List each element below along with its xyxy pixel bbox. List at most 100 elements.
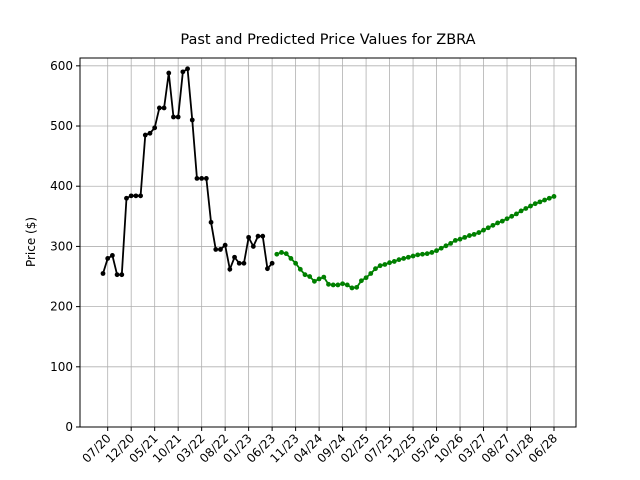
point bbox=[213, 247, 219, 252]
point bbox=[528, 203, 533, 209]
point bbox=[377, 263, 383, 269]
point bbox=[481, 227, 486, 233]
point bbox=[175, 114, 181, 120]
point bbox=[236, 260, 242, 266]
point bbox=[105, 256, 111, 261]
point bbox=[246, 234, 252, 240]
point bbox=[208, 219, 214, 225]
point bbox=[499, 218, 505, 224]
y-tick-label: 500 bbox=[50, 119, 73, 133]
point bbox=[232, 254, 237, 260]
point bbox=[199, 175, 205, 181]
point bbox=[452, 237, 458, 243]
point bbox=[509, 213, 515, 219]
point bbox=[265, 266, 270, 272]
point bbox=[495, 220, 501, 226]
point bbox=[269, 260, 275, 266]
point bbox=[194, 175, 200, 181]
point bbox=[119, 272, 125, 278]
point bbox=[128, 193, 134, 199]
point bbox=[396, 257, 402, 263]
point bbox=[448, 241, 454, 246]
point bbox=[434, 248, 439, 254]
point bbox=[312, 278, 317, 284]
point bbox=[142, 132, 148, 138]
point bbox=[485, 225, 491, 231]
point bbox=[429, 250, 435, 255]
point bbox=[467, 233, 472, 238]
y-axis-label: Price ($) bbox=[24, 217, 38, 267]
point bbox=[476, 230, 482, 235]
point bbox=[391, 259, 397, 264]
point bbox=[283, 251, 289, 257]
point bbox=[532, 201, 538, 207]
point bbox=[166, 70, 172, 76]
point bbox=[185, 66, 190, 72]
point bbox=[349, 285, 355, 291]
point bbox=[316, 276, 322, 282]
point bbox=[100, 271, 106, 276]
point bbox=[241, 260, 247, 266]
point bbox=[354, 284, 360, 290]
point bbox=[250, 244, 256, 249]
point bbox=[438, 245, 444, 251]
point bbox=[373, 266, 378, 272]
point bbox=[109, 253, 115, 258]
point bbox=[171, 114, 176, 120]
point bbox=[114, 272, 120, 278]
point bbox=[523, 206, 529, 211]
point bbox=[368, 271, 374, 276]
point bbox=[424, 251, 430, 257]
point bbox=[124, 195, 129, 201]
point bbox=[546, 195, 552, 201]
point bbox=[288, 256, 294, 261]
point bbox=[537, 199, 543, 205]
point bbox=[260, 233, 266, 239]
y-tick-label: 200 bbox=[50, 300, 73, 314]
y-tick-label: 600 bbox=[50, 59, 73, 73]
point bbox=[471, 231, 477, 237]
point bbox=[222, 242, 228, 248]
point bbox=[330, 282, 336, 288]
point bbox=[138, 193, 143, 199]
point bbox=[387, 260, 392, 266]
point bbox=[542, 197, 548, 203]
point bbox=[405, 254, 411, 260]
point bbox=[152, 125, 158, 131]
point bbox=[293, 260, 299, 266]
y-tick-label: 100 bbox=[50, 360, 73, 374]
y-tick-label: 400 bbox=[50, 179, 73, 193]
point bbox=[518, 208, 524, 214]
point bbox=[514, 211, 519, 217]
point bbox=[551, 194, 557, 199]
point bbox=[358, 278, 364, 284]
point bbox=[321, 274, 327, 280]
point bbox=[344, 282, 350, 288]
point bbox=[504, 216, 510, 222]
point bbox=[302, 272, 308, 278]
point bbox=[462, 234, 468, 240]
chart-title: Past and Predicted Price Values for ZBRA bbox=[180, 32, 475, 48]
point bbox=[147, 130, 153, 136]
point bbox=[161, 105, 167, 111]
point bbox=[227, 266, 233, 272]
point bbox=[218, 247, 223, 252]
point bbox=[297, 266, 303, 272]
series-line bbox=[276, 195, 555, 289]
y-tick-label: 0 bbox=[65, 420, 73, 434]
point bbox=[401, 256, 407, 261]
point bbox=[443, 243, 449, 249]
point bbox=[326, 281, 331, 287]
point bbox=[410, 253, 416, 259]
point bbox=[180, 69, 186, 75]
point bbox=[307, 274, 313, 279]
point bbox=[133, 193, 139, 199]
point bbox=[457, 236, 463, 242]
point bbox=[156, 105, 162, 111]
point bbox=[255, 233, 261, 239]
point bbox=[189, 117, 195, 123]
point bbox=[335, 282, 341, 288]
point bbox=[363, 275, 369, 281]
plot-frame bbox=[79, 57, 577, 428]
